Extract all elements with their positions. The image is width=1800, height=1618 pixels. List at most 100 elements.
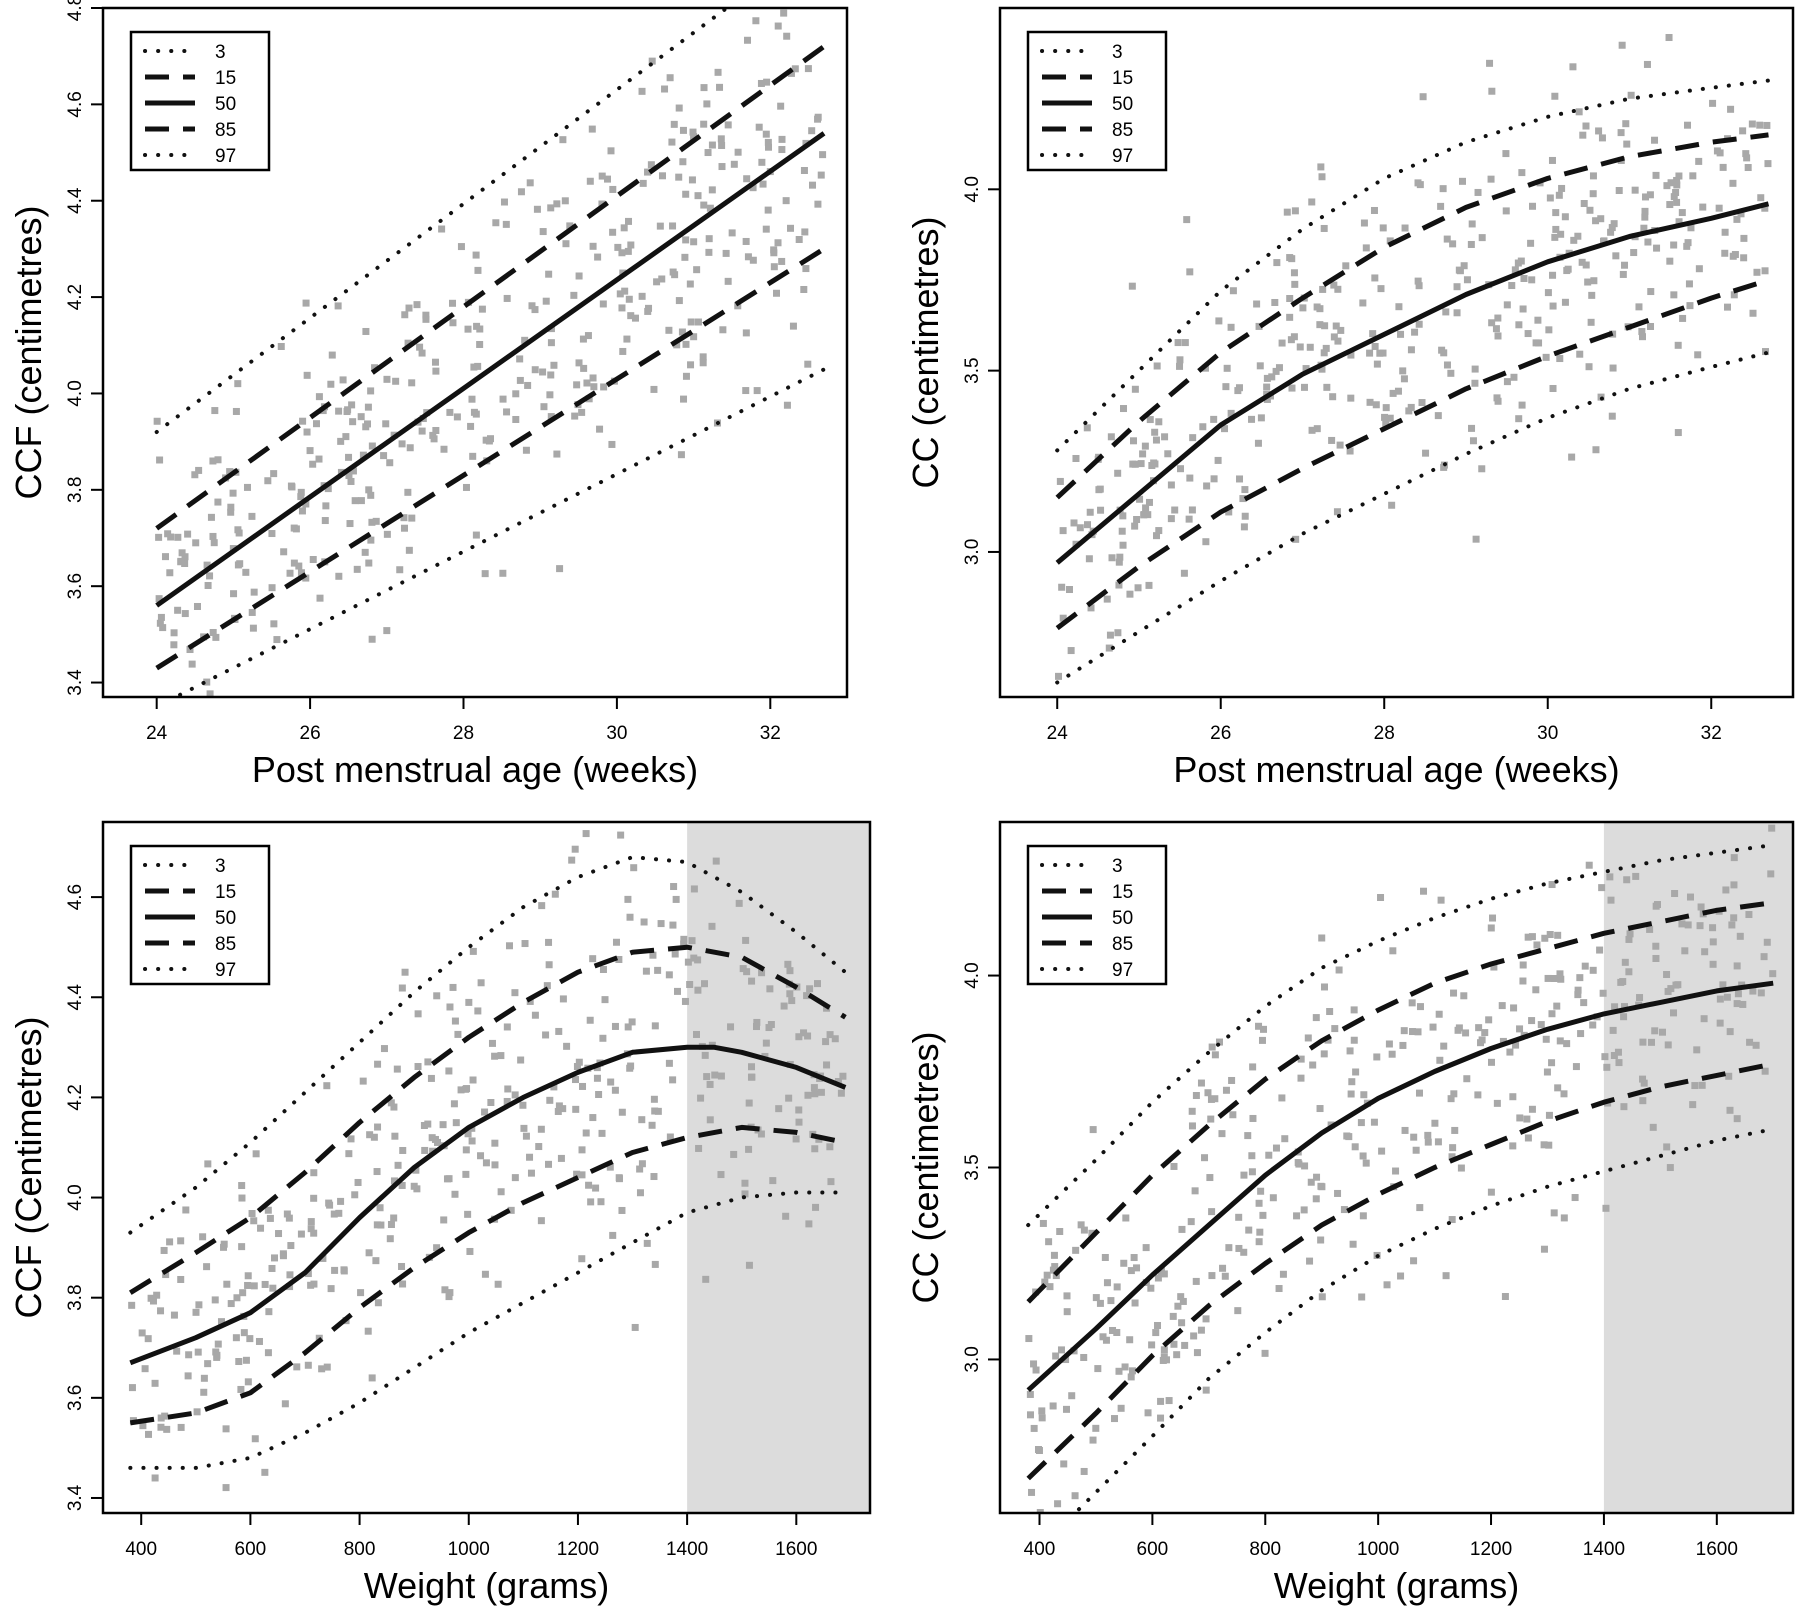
scatter-point — [182, 1206, 190, 1214]
scatter-point — [615, 955, 623, 963]
percentile-line-15 — [129, 1124, 846, 1426]
scatter-point — [1255, 322, 1263, 330]
scatter-point — [1297, 1055, 1305, 1063]
scatter-point — [1494, 332, 1502, 340]
scatter-point — [1317, 1182, 1325, 1190]
scatter-point — [1054, 1500, 1062, 1508]
scatter-point — [1511, 266, 1519, 274]
scatter-point — [1486, 59, 1494, 67]
scatter-point — [393, 1065, 401, 1073]
y-tick-label: 4.6 — [65, 884, 86, 910]
scatter-point — [550, 361, 558, 369]
scatter-point — [227, 508, 235, 516]
scatter-point — [212, 633, 220, 641]
scatter-point — [1607, 896, 1615, 904]
scatter-point — [519, 1101, 527, 1109]
y-tick-label: 4.0 — [962, 962, 983, 988]
scatter-point — [1346, 1047, 1354, 1055]
scatter-point — [1261, 1349, 1269, 1357]
scatter-point — [1620, 1003, 1628, 1011]
scatter-point — [1318, 934, 1326, 942]
scatter-point — [1576, 350, 1584, 358]
scatter-point — [1598, 134, 1606, 142]
scatter-point — [1635, 303, 1643, 311]
scatter-point — [812, 1203, 820, 1211]
scatter-point — [627, 241, 635, 249]
scatter-point — [512, 390, 520, 398]
scatter-point — [1208, 1208, 1216, 1216]
scatter-point — [1739, 1000, 1747, 1008]
scatter-point — [1170, 1162, 1178, 1170]
shaded-region — [687, 822, 870, 1513]
scatter-point — [503, 1023, 511, 1031]
scatter-point — [644, 168, 652, 176]
scatter-point — [1063, 1292, 1071, 1300]
scatter-point — [1695, 265, 1703, 273]
scatter-point — [1440, 1042, 1448, 1050]
scatter-point — [805, 1220, 813, 1228]
scatter-point — [627, 312, 635, 320]
scatter-point — [1678, 920, 1686, 928]
scatter-point — [547, 413, 555, 421]
scatter-point — [1369, 330, 1377, 338]
scatter-point — [1174, 1302, 1182, 1310]
scatter-point — [1437, 896, 1445, 904]
scatter-point — [1159, 1356, 1167, 1364]
scatter-point — [1097, 506, 1105, 514]
scatter-point — [589, 242, 597, 250]
scatter-point — [616, 290, 624, 298]
y-tick-label: 4.8 — [65, 0, 86, 21]
scatter-point — [128, 1301, 136, 1309]
percentile-line-3 — [1077, 1127, 1776, 1512]
scatter-point — [1456, 267, 1464, 275]
scatter-point — [1582, 261, 1590, 269]
scatter-point — [589, 374, 597, 382]
scatter-point — [374, 1299, 382, 1307]
scatter-point — [1306, 1257, 1314, 1265]
scatter-point — [1346, 447, 1354, 455]
scatter-point — [354, 1178, 362, 1186]
scatter-point — [1291, 207, 1299, 215]
scatter-point — [592, 1184, 600, 1192]
scatter-point — [357, 413, 365, 421]
scatter-point — [1516, 1025, 1524, 1033]
scatter-point — [1141, 442, 1149, 450]
scatter-point — [611, 1022, 619, 1030]
scatter-point — [1743, 154, 1751, 162]
scatter-point — [1674, 981, 1682, 989]
scatter-point — [153, 1291, 161, 1299]
scatter-point — [408, 514, 416, 522]
scatter-point — [1191, 1187, 1199, 1195]
scatter-point — [1523, 1115, 1531, 1123]
scatter-point — [1101, 1253, 1109, 1261]
scatter-point — [433, 1244, 441, 1252]
scatter-point — [1599, 989, 1607, 997]
scatter-point — [1043, 1271, 1051, 1279]
scatter-point — [362, 423, 370, 431]
scatter-point — [1271, 298, 1279, 306]
scatter-point — [462, 1170, 470, 1178]
scatter-point — [716, 83, 724, 91]
scatter-point — [1258, 1036, 1266, 1044]
scatter-point — [795, 1033, 803, 1041]
scatter-point — [706, 204, 714, 212]
scatter-point — [1241, 512, 1249, 520]
scatter-point — [817, 1088, 825, 1096]
scatter-point — [1193, 1349, 1201, 1357]
scatter-point — [1178, 1225, 1186, 1233]
scatter-point — [1540, 1141, 1548, 1149]
legend-label: 3 — [215, 856, 226, 877]
scatter-point — [730, 160, 738, 168]
scatter-point — [1362, 1159, 1370, 1167]
y-axis-title: CC (centimetres) — [905, 1031, 946, 1303]
scatter-point — [1542, 1035, 1550, 1043]
scatter-point — [297, 1230, 305, 1238]
scatter-point — [359, 1077, 367, 1085]
scatter-point — [1137, 460, 1145, 468]
scatter-point — [511, 1091, 519, 1099]
scatter-point — [1510, 1004, 1518, 1012]
scatter-point — [1145, 581, 1153, 589]
scatter-point — [669, 1076, 677, 1084]
scatter-point — [690, 133, 698, 141]
